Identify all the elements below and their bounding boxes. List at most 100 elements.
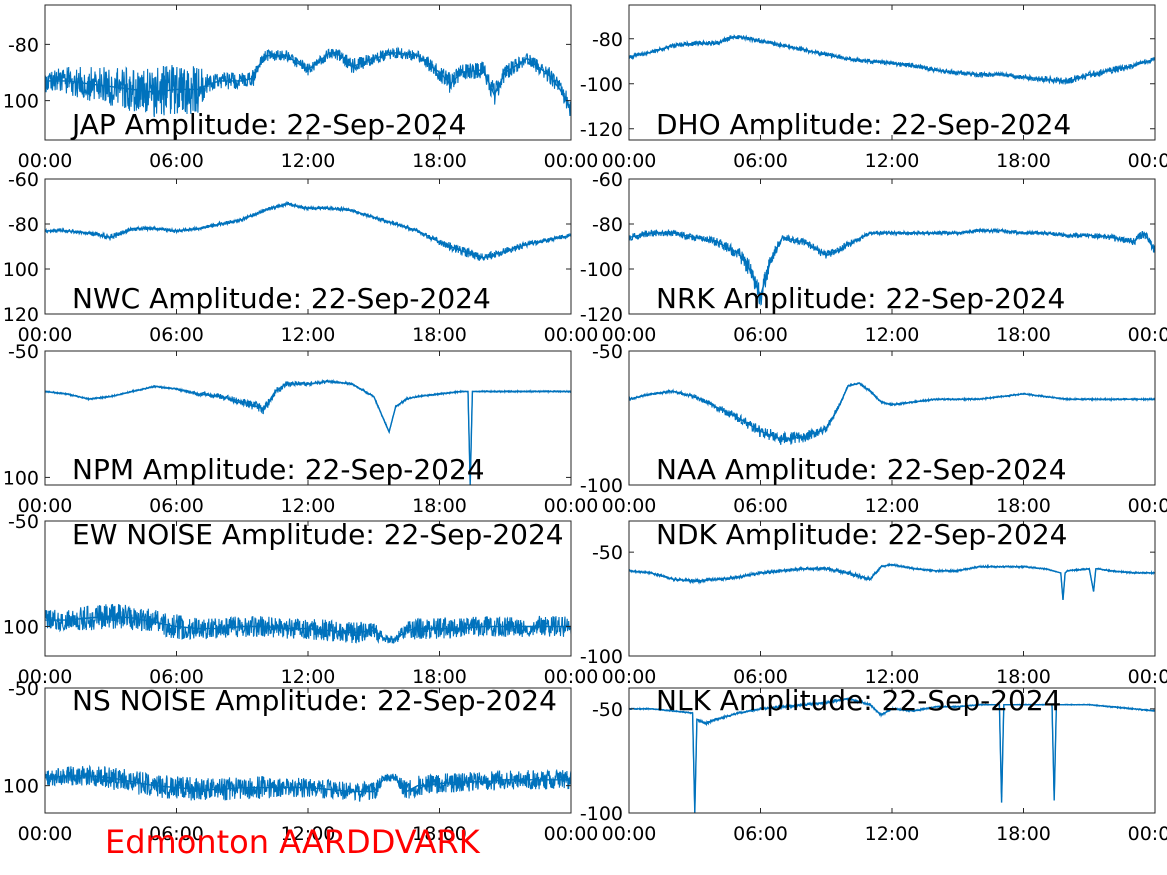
footer-station-label: Edmonton AARDDVARK [105,823,481,861]
amplitude-trace-envelope [45,52,571,110]
y-tick-label: 100 [3,259,39,281]
x-tick-label: 00:00 [544,823,599,845]
x-tick-label: 00:00 [1128,324,1167,346]
panel-ns-noise: 00:00 06:00 12:00 18:00 00:00 -50 100 NS NOISE … [3,678,599,845]
amplitude-trace [629,227,1155,306]
amplitude-trace-envelope [45,203,571,259]
x-tick-label: 12:00 [281,495,336,517]
amplitude-trace-envelope [629,697,1155,813]
x-tick-label: 00:00 [544,150,599,172]
y-tick-label: -100 [580,646,623,668]
x-tick-label: 18:00 [412,324,467,346]
y-tick-label: -50 [592,341,623,363]
panel-naa: 00:00 06:00 12:00 18:00 00:00 -50 -100 NAA Ampl… [580,341,1167,517]
panel-title: EW NOISE Amplitude: 22-Sep-2024 [72,518,564,551]
y-tick-label: -100 [580,475,623,497]
x-tick-label: 18:00 [412,495,467,517]
y-tick-label: -100 [580,74,623,96]
y-tick-label: -50 [592,699,623,721]
x-tick-label: 00:00 [18,666,73,688]
panel-grid: 00:00 06:00 12:00 18:00 00:00 -80 100 JAP Ampli… [3,4,1167,845]
x-tick-label: 00:00 [18,324,73,346]
panel-title: NDK Amplitude: 22-Sep-2024 [656,518,1067,551]
y-tick-label: 100 [3,616,39,638]
y-tick-label: -120 [580,304,623,326]
x-tick-label: 12:00 [281,823,336,845]
panel-title: NRK Amplitude: 22-Sep-2024 [656,282,1065,315]
x-tick-label: 00:00 [544,324,599,346]
x-tick-label: 00:00 [544,666,599,688]
amplitude-trace-envelope [629,230,1155,299]
panel-npm: 00:00 06:00 12:00 18:00 00:00 -50 100 NPM Ampli… [3,341,599,517]
panel-jap: 00:00 06:00 12:00 18:00 00:00 -80 100 JAP Ampli… [3,4,599,172]
x-tick-label: 06:00 [149,823,204,845]
y-tick-label: -80 [592,214,623,236]
x-tick-label: 18:00 [996,324,1051,346]
panel-title: JAP Amplitude: 22-Sep-2024 [70,108,466,141]
x-tick-label: 18:00 [996,495,1051,517]
panel-nlk: 00:00 06:00 12:00 18:00 00:00 -50 -100 NLK Ampl… [580,684,1167,845]
x-tick-label: 00:00 [1128,666,1167,688]
x-tick-label: 06:00 [733,823,788,845]
amplitude-trace-envelope [629,382,1155,441]
x-tick-label: 00:00 [18,823,73,845]
x-tick-label: 12:00 [281,324,336,346]
x-tick-label: 00:00 [602,823,657,845]
panel-title: NPM Amplitude: 22-Sep-2024 [72,453,485,486]
y-tick-label: 100 [3,776,39,798]
y-tick-label: -80 [8,34,39,56]
panel-ew-noise: 00:00 06:00 12:00 18:00 00:00 -50 100 EW NOISE … [3,511,599,688]
amplitude-trace-envelope [629,35,1155,83]
x-tick-label: 12:00 [865,150,920,172]
x-tick-label: 18:00 [996,823,1051,845]
amplitude-trace [45,603,571,645]
x-tick-label: 00:00 [544,495,599,517]
panel-title: NS NOISE Amplitude: 22-Sep-2024 [72,684,557,717]
x-tick-label: 00:00 [602,495,657,517]
panel-title: NWC Amplitude: 22-Sep-2024 [72,282,491,315]
y-tick-label: 120 [3,304,39,326]
y-tick-label: -50 [592,542,623,564]
x-tick-label: 06:00 [149,150,204,172]
x-tick-label: 12:00 [865,823,920,845]
y-tick-label: -60 [8,169,39,191]
y-tick-label: -120 [580,119,623,141]
x-tick-label: 00:00 [18,150,73,172]
x-tick-label: 18:00 [412,150,467,172]
amplitude-trace-envelope [629,563,1155,600]
y-tick-label: -80 [592,29,623,51]
panel-dho: 00:00 06:00 12:00 18:00 00:00 -80 -100 -120 DHO … [580,4,1167,172]
y-tick-label: -80 [8,214,39,236]
y-tick-label: 100 [3,91,39,113]
x-tick-label: 12:00 [281,666,336,688]
panel-ndk: 00:00 06:00 12:00 18:00 00:00 -50 -100 NDK Ampl… [580,518,1167,688]
panel-nwc: 00:00 06:00 12:00 18:00 00:00 -60 -80 100 120 NWC… [3,169,599,346]
x-tick-label: 00:00 [602,324,657,346]
x-tick-label: 00:00 [602,150,657,172]
x-tick-label: 18:00 [996,150,1051,172]
amplitude-trace [45,200,571,261]
x-tick-label: 00:00 [1128,823,1167,845]
amplitude-trace [45,764,571,802]
x-tick-label: 00:00 [18,495,73,517]
panel-title: NLK Amplitude: 22-Sep-2024 [656,684,1062,717]
amplitude-trace-envelope [45,615,571,640]
y-tick-label: -50 [8,341,39,363]
y-tick-label: 100 [3,467,39,489]
amplitude-trace-envelope [45,380,571,485]
y-tick-label: -60 [592,169,623,191]
x-tick-label: 06:00 [733,495,788,517]
amplitude-trace-envelope [45,775,571,793]
x-tick-label: 12:00 [865,324,920,346]
panel-nrk: 00:00 06:00 12:00 18:00 00:00 -60 -80 -100 -120 N… [580,169,1167,346]
y-tick-label: -50 [8,511,39,533]
x-tick-label: 06:00 [149,666,204,688]
x-tick-label: 12:00 [865,495,920,517]
x-tick-label: 18:00 [996,666,1051,688]
x-tick-label: 12:00 [281,150,336,172]
x-tick-label: 00:00 [602,666,657,688]
x-tick-label: 06:00 [733,666,788,688]
y-tick-label: -100 [580,259,623,281]
